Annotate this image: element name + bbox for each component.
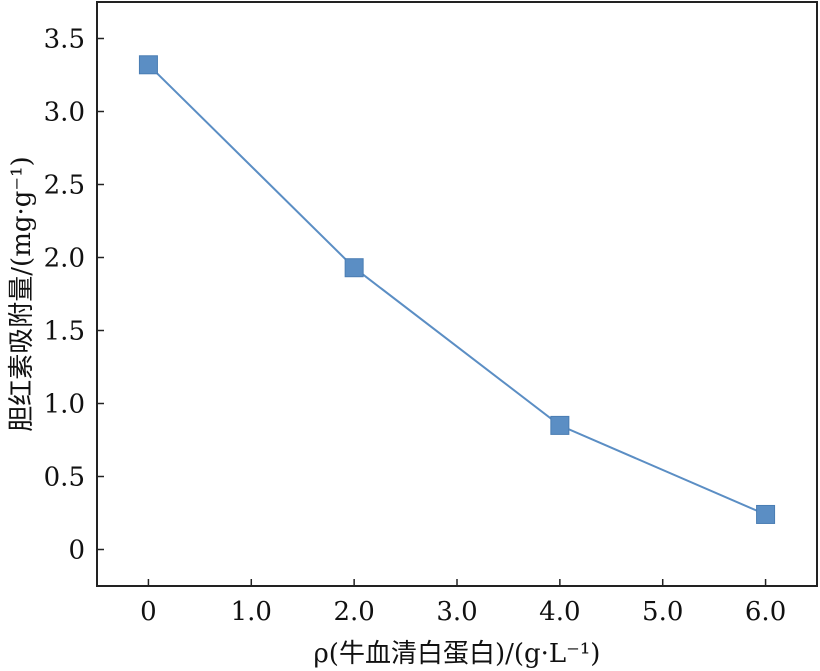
y-ticks: 0 0.5 1.0 1.5 2.0 2.5 3.0 3.5 <box>44 25 104 566</box>
y-tick-label: 2.5 <box>44 171 85 201</box>
y-tick-label: 2.0 <box>44 244 85 274</box>
x-tick-label: 3.0 <box>436 597 477 627</box>
x-tick-label: 6.0 <box>745 597 786 627</box>
x-tick-label: 5.0 <box>642 597 683 627</box>
y-tick-label: 0 <box>68 536 85 566</box>
x-tick-label: 0 <box>140 597 157 627</box>
y-axis-label: 胆红素吸附量/(mg·g⁻¹) <box>7 156 37 431</box>
y-tick-label: 1.0 <box>44 390 85 420</box>
x-tick-label: 2.0 <box>333 597 374 627</box>
y-tick-label: 0.5 <box>44 463 85 493</box>
x-ticks: 0 1.0 2.0 3.0 4.0 5.0 6.0 <box>140 579 786 627</box>
data-point-marker <box>344 258 364 278</box>
y-tick-label: 3.0 <box>44 98 85 128</box>
y-tick-label: 3.5 <box>44 25 85 55</box>
data-point-marker <box>756 504 776 524</box>
series-line <box>147 64 766 516</box>
x-axis-label: ρ(牛血清白蛋白)/(g·L⁻¹) <box>314 639 601 669</box>
data-point-marker <box>550 415 570 435</box>
y-tick-label: 1.5 <box>44 317 85 347</box>
x-tick-label: 4.0 <box>539 597 580 627</box>
plot-frame <box>96 1 818 587</box>
x-tick-label: 1.0 <box>231 597 272 627</box>
series-layer <box>138 55 776 524</box>
data-point-marker <box>138 55 158 75</box>
